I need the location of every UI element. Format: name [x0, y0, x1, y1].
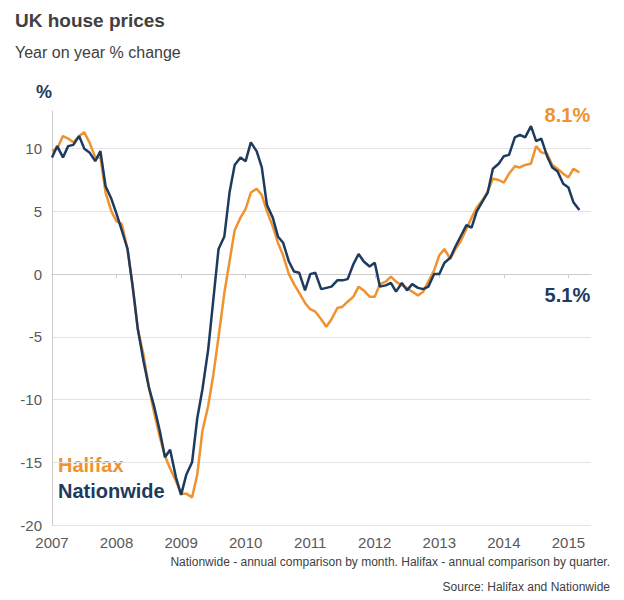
svg-text:5: 5	[34, 203, 42, 220]
svg-text:-5: -5	[29, 328, 42, 345]
svg-text:2011: 2011	[294, 534, 326, 551]
svg-text:2007: 2007	[35, 534, 68, 551]
svg-text:0: 0	[34, 266, 42, 283]
svg-text:10: 10	[25, 140, 42, 157]
svg-text:2012: 2012	[358, 534, 391, 551]
svg-text:2009: 2009	[164, 534, 197, 551]
svg-text:Nationwide: Nationwide	[58, 480, 165, 502]
svg-text:2010: 2010	[229, 534, 262, 551]
svg-text:5.1%: 5.1%	[545, 284, 591, 306]
svg-text:Halifax: Halifax	[58, 454, 124, 476]
svg-text:2014: 2014	[487, 534, 520, 551]
svg-text:2013: 2013	[423, 534, 456, 551]
svg-text:-15: -15	[20, 454, 42, 471]
svg-text:Source: Halifax and Nationwide: Source: Halifax and Nationwide	[443, 580, 611, 594]
svg-text:8.1%: 8.1%	[545, 104, 591, 126]
svg-text:Year on year % change: Year on year % change	[15, 44, 181, 61]
svg-text:-20: -20	[20, 517, 42, 534]
svg-text:%: %	[36, 82, 52, 102]
svg-text:2008: 2008	[100, 534, 133, 551]
svg-text:Nationwide - annual comparison: Nationwide - annual comparison by month.…	[170, 555, 610, 569]
svg-text:-10: -10	[20, 391, 42, 408]
svg-text:UK house prices: UK house prices	[15, 10, 165, 31]
svg-text:2015: 2015	[552, 534, 585, 551]
